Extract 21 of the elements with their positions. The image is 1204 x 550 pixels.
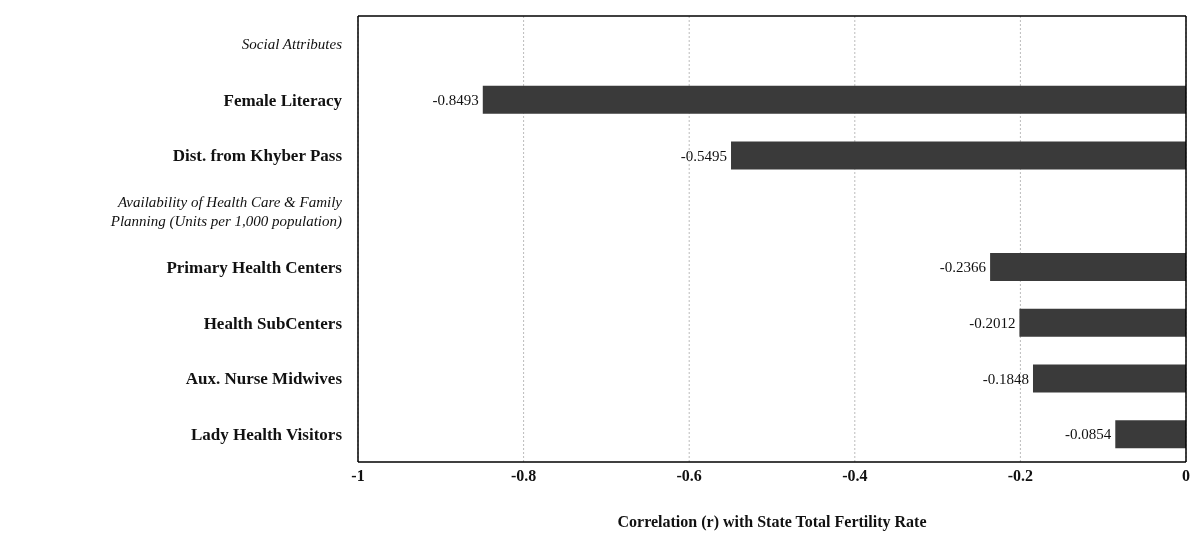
x-tick-label: -0.2 [1007,467,1034,485]
x-tick-label: -1 [351,467,365,485]
y-tick-label: Social Attributes [241,35,343,52]
y-tick-label: Availability of Health Care & Family Planning (Units per 1,000 population) [109,193,343,230]
x-tick-label: -0.6 [676,467,702,485]
data-label: -0.8493 [432,91,479,108]
y-tick-label: Female Literacy [223,90,343,110]
data-label: -0.2366 [939,259,987,275]
x-tick-label: -0.4 [842,467,868,485]
x-axis-title: Correlation (r) with State Total Fertility Rate [617,513,927,531]
data-label: -0.0854 [1065,426,1112,443]
x-tick-label: -0.8 [510,467,537,485]
y-tick-label: Primary Health Centers [166,257,343,277]
y-tick-label: Dist. from Khyber Pass [172,145,343,165]
data-label: -0.1848 [982,370,1029,387]
y-tick-label: Health SubCenters [203,313,343,333]
x-tick-label: 0 [1182,467,1190,485]
y-tick-label: Lady Health Visitors [190,424,343,444]
data-label: -0.5495 [680,147,728,164]
data-label: -0.2012 [969,314,1016,331]
y-tick-label: Aux. Nurse Midwives [185,368,343,388]
